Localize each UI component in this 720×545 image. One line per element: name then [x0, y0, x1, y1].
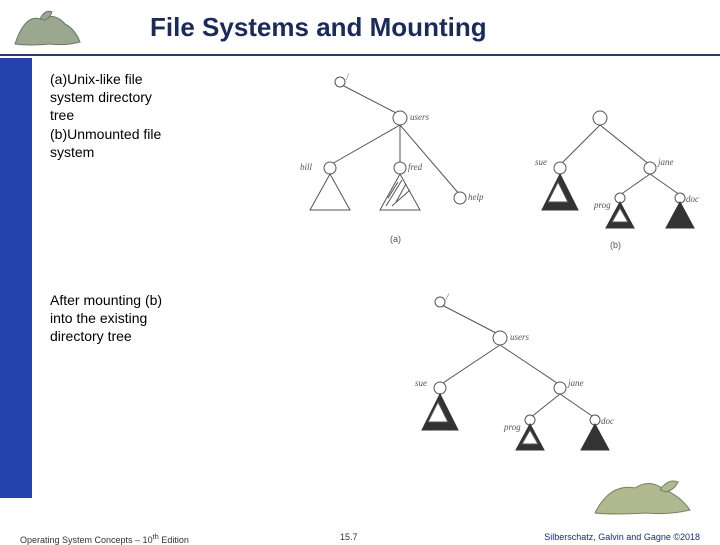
node-label: doc [686, 194, 699, 204]
caption-line: (a)Unix-like file [50, 70, 220, 88]
node-label: prog [593, 200, 611, 210]
footer-page-number: 15.7 [340, 532, 358, 542]
caption-line: tree [50, 106, 220, 124]
caption-line: directory tree [50, 327, 220, 345]
slide-title: File Systems and Mounting [150, 12, 487, 43]
node-label: jane [567, 378, 584, 388]
node-label: / [445, 292, 450, 302]
node-label: bill [300, 162, 313, 172]
slide-header: File Systems and Mounting [0, 0, 720, 56]
caption-line: system [50, 143, 220, 161]
header-logo [10, 4, 90, 50]
footer-dino-icon [590, 468, 700, 518]
footer-text: Operating System Concepts – 10 [20, 535, 153, 545]
diagram-unmounted: / users bill fred help (a) sue [280, 70, 710, 250]
node-label: sue [415, 378, 427, 388]
sublabel-a: (a) [390, 234, 401, 244]
footer-left: Operating System Concepts – 10th Edition [20, 532, 189, 545]
node-label: users [510, 332, 529, 342]
caption-after-mount: After mounting (b) into the existing dir… [50, 291, 220, 346]
slide-content: (a)Unix-like file system directory tree … [50, 70, 690, 346]
caption-a-b: (a)Unix-like file system directory tree … [50, 70, 220, 161]
node-label: users [410, 112, 429, 122]
footer-copyright: Silberschatz, Galvin and Gagne ©2018 [544, 532, 700, 542]
diagram-mounted: / users sue jane prog doc [340, 290, 660, 460]
node-label: jane [657, 157, 674, 167]
left-accent-bar [0, 58, 32, 498]
caption-line: After mounting (b) [50, 291, 220, 309]
caption-line: system directory [50, 88, 220, 106]
node-label: doc [601, 416, 614, 426]
caption-line: into the existing [50, 309, 220, 327]
footer-text: Edition [159, 535, 189, 545]
node-label: fred [408, 162, 423, 172]
sublabel-b: (b) [610, 240, 621, 250]
node-label: sue [535, 157, 547, 167]
node-label: help [468, 192, 484, 202]
node-label: / [345, 72, 350, 82]
caption-line: (b)Unmounted file [50, 125, 220, 143]
node-label: prog [503, 422, 521, 432]
